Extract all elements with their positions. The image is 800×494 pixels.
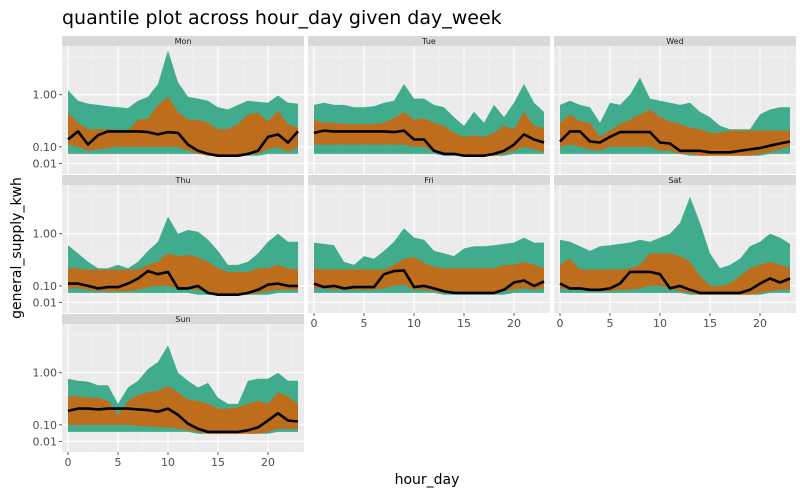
median-line: [559, 130, 791, 154]
facet-panel-tue: Tue: [308, 36, 550, 174]
quantile-band-25-75: [314, 257, 544, 293]
quantile-band-25-75: [68, 96, 298, 156]
y-tick-label: 0.10: [33, 280, 58, 293]
x-tick-label: 0: [557, 317, 564, 330]
quantile-band-25-75: [68, 386, 298, 434]
facet-panel-thu: Thu 0.01 0.10 1.00: [33, 175, 304, 313]
facet-strip-label: Mon: [175, 37, 192, 46]
median-line: [68, 269, 298, 296]
facet-panel-sat: Sat 0 5 10 15 20: [554, 175, 796, 330]
facet-strip: [62, 314, 304, 324]
x-tick-label: 0: [311, 317, 318, 330]
x-tick-label: 5: [115, 456, 122, 469]
facet-panels: Mon 0.01 0.10 1.00 Tue Wed Thu 0.01 0.10 1.00 Fri 0…: [33, 36, 796, 469]
y-tick-label: 1.00: [33, 228, 58, 241]
facet-strip: [308, 36, 550, 46]
facet-panel-fri: Fri 0 5 10 15 20: [308, 175, 550, 330]
y-tick-label: 1.00: [33, 367, 58, 380]
facet-strip-label: Tue: [421, 37, 436, 46]
chart-title: quantile plot across hour_day given day_…: [62, 7, 502, 29]
x-tick-label: 0: [65, 456, 72, 469]
y-tick-label: 0.01: [33, 296, 58, 309]
quantile-band-25-75: [314, 111, 544, 156]
median-line: [559, 270, 791, 295]
x-tick-label: 5: [607, 317, 614, 330]
y-tick-label: 0.01: [33, 435, 58, 448]
median-line: [67, 407, 299, 434]
facet-panel-sun: Sun 0.01 0.10 1.00 0 5 10 15 20: [33, 314, 304, 469]
x-tick-label: 20: [261, 456, 275, 469]
facet-strip-label: Sat: [668, 176, 681, 185]
facet-strip-label: Thu: [174, 176, 190, 185]
facet-strip: [308, 175, 550, 185]
x-tick-label: 5: [361, 317, 368, 330]
facet-strip: [554, 36, 796, 46]
x-tick-label: 10: [161, 456, 175, 469]
x-tick-label: 20: [507, 317, 521, 330]
facet-strip: [554, 175, 796, 185]
median-line: [313, 269, 545, 295]
y-tick-label: 1.00: [33, 89, 58, 102]
facet-strip-label: Sun: [175, 315, 190, 324]
facet-strip: [62, 175, 304, 185]
x-tick-label: 20: [753, 317, 767, 330]
y-tick-label: 0.01: [33, 157, 58, 170]
quantile-band-25-75: [560, 109, 790, 156]
facet-panel-mon: Mon 0.01 0.10 1.00: [33, 36, 304, 174]
median-line: [313, 129, 545, 157]
facet-strip-label: Fri: [424, 176, 434, 185]
median-line: [67, 130, 299, 157]
y-tick-label: 0.10: [33, 419, 58, 432]
facet-strip: [62, 36, 304, 46]
x-tick-label: 10: [407, 317, 421, 330]
x-tick-label: 15: [457, 317, 471, 330]
facet-strip-label: Wed: [666, 37, 683, 46]
x-tick-label: 15: [703, 317, 717, 330]
x-axis-title: hour_day: [395, 472, 460, 488]
y-axis-title: general_supply_kwh: [9, 177, 25, 319]
x-tick-label: 10: [653, 317, 667, 330]
x-tick-label: 15: [211, 456, 225, 469]
facet-panel-wed: Wed: [554, 36, 796, 174]
y-tick-label: 0.10: [33, 141, 58, 154]
